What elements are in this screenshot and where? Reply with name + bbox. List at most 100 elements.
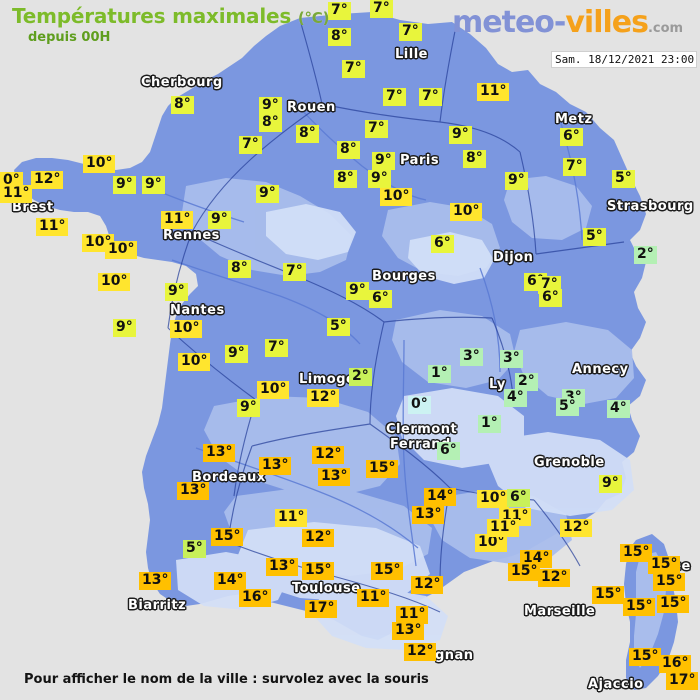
- temperature-badge[interactable]: 6°: [431, 235, 454, 253]
- temperature-badge[interactable]: 10°: [257, 381, 290, 399]
- temperature-badge[interactable]: 13°: [259, 457, 292, 475]
- temperature-badge[interactable]: 5°: [612, 170, 635, 188]
- temperature-badge[interactable]: 9°: [368, 170, 391, 188]
- temperature-badge[interactable]: 12°: [312, 446, 345, 464]
- temperature-badge[interactable]: 8°: [463, 150, 486, 168]
- temperature-badge[interactable]: 8°: [296, 125, 319, 143]
- temperature-badge[interactable]: 12°: [31, 171, 64, 189]
- temperature-badge[interactable]: 9°: [256, 185, 279, 203]
- temperature-badge[interactable]: 11°: [0, 185, 33, 203]
- temperature-badge[interactable]: 13°: [412, 506, 445, 524]
- temperature-badge[interactable]: 11°: [357, 589, 390, 607]
- temperature-badge[interactable]: 11°: [487, 519, 520, 537]
- temperature-badge[interactable]: 3°: [500, 350, 523, 368]
- temperature-badge[interactable]: 6°: [437, 442, 460, 460]
- temperature-badge[interactable]: 12°: [404, 643, 437, 661]
- temperature-badge[interactable]: 16°: [239, 589, 272, 607]
- temperature-badge[interactable]: 7°: [283, 263, 306, 281]
- temperature-badge[interactable]: 9°: [113, 319, 136, 337]
- temperature-badge[interactable]: 7°: [265, 339, 288, 357]
- temperature-badge[interactable]: 12°: [302, 529, 335, 547]
- temperature-badge[interactable]: 7°: [370, 0, 393, 18]
- temperature-badge[interactable]: 7°: [419, 88, 442, 106]
- temperature-badge[interactable]: 9°: [505, 172, 528, 190]
- temperature-badge[interactable]: 12°: [538, 569, 571, 587]
- temperature-badge[interactable]: 13°: [203, 444, 236, 462]
- temperature-badge[interactable]: 9°: [237, 399, 260, 417]
- temperature-badge[interactable]: 7°: [328, 2, 351, 20]
- temperature-badge[interactable]: 8°: [337, 141, 360, 159]
- temperature-badge[interactable]: 8°: [171, 96, 194, 114]
- temperature-badge[interactable]: 5°: [583, 228, 606, 246]
- temperature-badge[interactable]: 16°: [659, 655, 692, 673]
- temperature-badge[interactable]: 13°: [266, 558, 299, 576]
- temperature-badge[interactable]: 15°: [653, 573, 686, 591]
- temperature-badge[interactable]: 3°: [460, 348, 483, 366]
- temperature-badge[interactable]: 1°: [478, 415, 501, 433]
- temperature-badge[interactable]: 15°: [211, 528, 244, 546]
- temperature-badge[interactable]: 15°: [508, 563, 541, 581]
- temperature-badge[interactable]: 4°: [607, 400, 630, 418]
- temperature-badge[interactable]: 0°: [408, 396, 431, 414]
- temperature-badge[interactable]: 15°: [623, 598, 656, 616]
- temperature-badge[interactable]: 13°: [318, 468, 351, 486]
- temperature-badge[interactable]: 6°: [560, 128, 583, 146]
- temperature-badge[interactable]: 10°: [450, 203, 483, 221]
- site-logo[interactable]: meteo-villes.com: [452, 5, 683, 40]
- temperature-badge[interactable]: 15°: [366, 460, 399, 478]
- temperature-badge[interactable]: 6°: [539, 289, 562, 307]
- temperature-badge[interactable]: 7°: [239, 136, 262, 154]
- temperature-badge[interactable]: 13°: [139, 572, 172, 590]
- temperature-badge[interactable]: 11°: [161, 211, 194, 229]
- temperature-badge[interactable]: 9°: [113, 176, 136, 194]
- temperature-badge[interactable]: 9°: [346, 282, 369, 300]
- temperature-badge[interactable]: 9°: [599, 475, 622, 493]
- temperature-badge[interactable]: 4°: [504, 389, 527, 407]
- temperature-badge[interactable]: 11°: [396, 606, 429, 624]
- temperature-badge[interactable]: 10°: [170, 320, 203, 338]
- temperature-badge[interactable]: 10°: [83, 155, 116, 173]
- temperature-badge[interactable]: 7°: [365, 120, 388, 138]
- temperature-badge[interactable]: 2°: [349, 368, 372, 386]
- temperature-badge[interactable]: 10°: [475, 534, 508, 552]
- temperature-badge[interactable]: 9°: [165, 283, 188, 301]
- temperature-badge[interactable]: 6°: [369, 290, 392, 308]
- temperature-badge[interactable]: 8°: [259, 114, 282, 132]
- temperature-badge[interactable]: 14°: [424, 488, 457, 506]
- temperature-badge[interactable]: 8°: [228, 260, 251, 278]
- temperature-badge[interactable]: 7°: [399, 23, 422, 41]
- temperature-badge[interactable]: 17°: [666, 672, 699, 690]
- temperature-badge[interactable]: 10°: [98, 273, 131, 291]
- temperature-badge[interactable]: 6°: [507, 489, 530, 507]
- temperature-badge[interactable]: 15°: [592, 586, 625, 604]
- temperature-badge[interactable]: 10°: [178, 353, 211, 371]
- temperature-badge[interactable]: 14°: [214, 572, 247, 590]
- temperature-badge[interactable]: 8°: [334, 170, 357, 188]
- temperature-badge[interactable]: 12°: [411, 576, 444, 594]
- temperature-badge[interactable]: 12°: [307, 389, 340, 407]
- temperature-badge[interactable]: 10°: [105, 241, 138, 259]
- temperature-badge[interactable]: 15°: [648, 556, 681, 574]
- temperature-badge[interactable]: 13°: [392, 622, 425, 640]
- temperature-badge[interactable]: 7°: [383, 88, 406, 106]
- temperature-badge[interactable]: 13°: [177, 482, 210, 500]
- temperature-badge[interactable]: 2°: [515, 373, 538, 391]
- temperature-badge[interactable]: 10°: [477, 490, 510, 508]
- temperature-badge[interactable]: 15°: [620, 544, 653, 562]
- temperature-badge[interactable]: 11°: [477, 83, 510, 101]
- temperature-badge[interactable]: 17°: [305, 600, 338, 618]
- temperature-badge[interactable]: 2°: [634, 246, 657, 264]
- temperature-badge[interactable]: 9°: [372, 152, 395, 170]
- temperature-badge[interactable]: 9°: [225, 345, 248, 363]
- temperature-badge[interactable]: 8°: [328, 28, 351, 46]
- temperature-badge[interactable]: 7°: [563, 158, 586, 176]
- temperature-badge[interactable]: 9°: [259, 97, 282, 115]
- temperature-badge[interactable]: 15°: [371, 562, 404, 580]
- temperature-badge[interactable]: 5°: [556, 398, 579, 416]
- temperature-badge[interactable]: 5°: [327, 318, 350, 336]
- temperature-badge[interactable]: 10°: [380, 188, 413, 206]
- temperature-badge[interactable]: 1°: [428, 365, 451, 383]
- temperature-badge[interactable]: 15°: [657, 595, 690, 613]
- temperature-badge[interactable]: 15°: [302, 562, 335, 580]
- temperature-badge[interactable]: 12°: [560, 519, 593, 537]
